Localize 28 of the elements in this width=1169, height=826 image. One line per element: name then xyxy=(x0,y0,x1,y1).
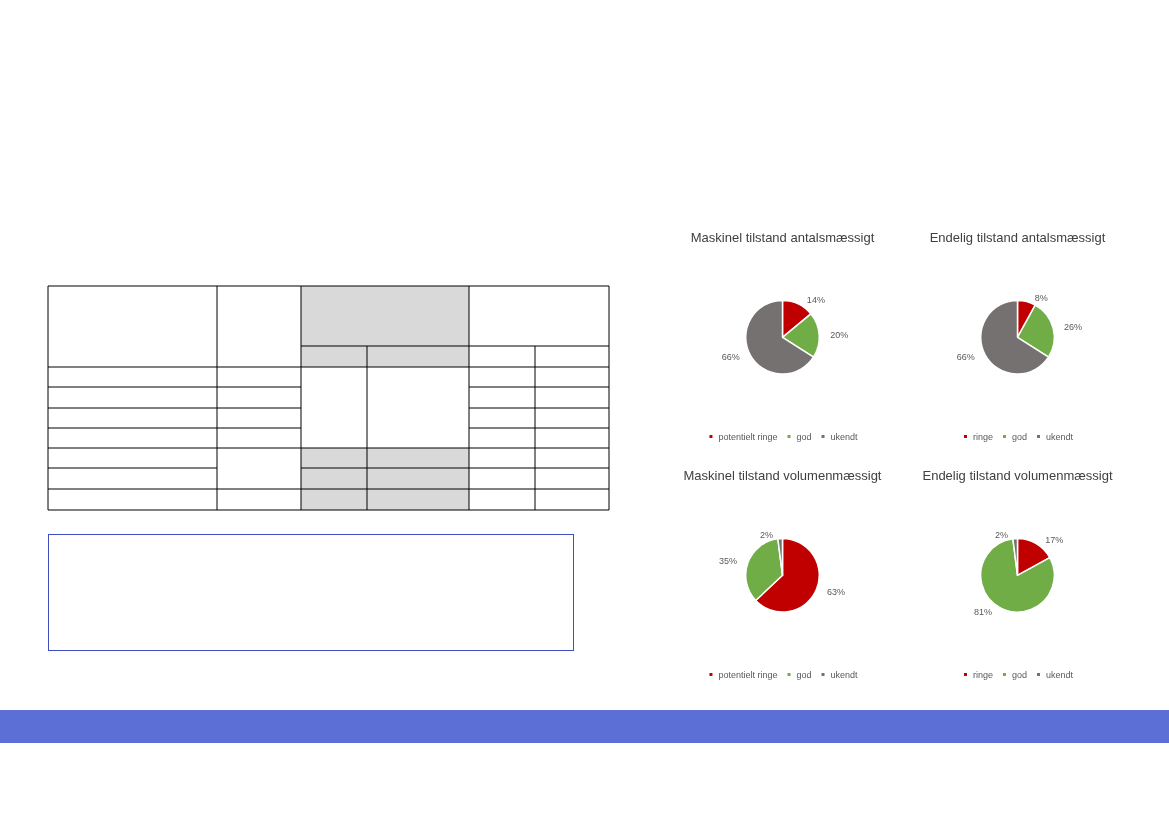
legend-label: ukendt xyxy=(830,669,859,680)
data-label: 17% xyxy=(1045,535,1064,546)
legend-label: god xyxy=(1011,431,1028,442)
data-label: 2% xyxy=(759,529,773,540)
data-label: 63% xyxy=(826,586,845,597)
legend-label: ukendt xyxy=(1046,669,1074,680)
data-label: 66% xyxy=(721,351,740,362)
legend-label: ukendt xyxy=(1046,431,1074,442)
legend-label: ringe xyxy=(972,431,993,442)
chart-title: Maskinel tilstand volumenmæssigt xyxy=(683,468,882,483)
legend-label: ukendt xyxy=(830,431,859,442)
chart-title: Endelig tilstand antalsmæssigt xyxy=(929,230,1106,245)
data-label: 35% xyxy=(719,556,738,567)
data-label: 2% xyxy=(994,529,1008,540)
legend-label: potentielt ringe xyxy=(718,431,778,442)
legend-label: god xyxy=(796,431,812,442)
data-label: 14% xyxy=(806,295,825,306)
data-label: 81% xyxy=(973,606,992,617)
legend-label: god xyxy=(1011,669,1028,680)
chart-title: Maskinel tilstand antalsmæssigt xyxy=(690,230,875,245)
legend-label: god xyxy=(796,669,812,680)
chart-title: Endelig tilstand volumenmæssigt xyxy=(922,468,1113,483)
data-label: 26% xyxy=(1064,322,1083,333)
data-label: 66% xyxy=(956,351,975,362)
legend-label: ringe xyxy=(972,669,993,680)
data-label: 20% xyxy=(830,329,849,340)
data-label: 8% xyxy=(1034,292,1048,303)
legend-label: potentielt ringe xyxy=(718,669,778,680)
